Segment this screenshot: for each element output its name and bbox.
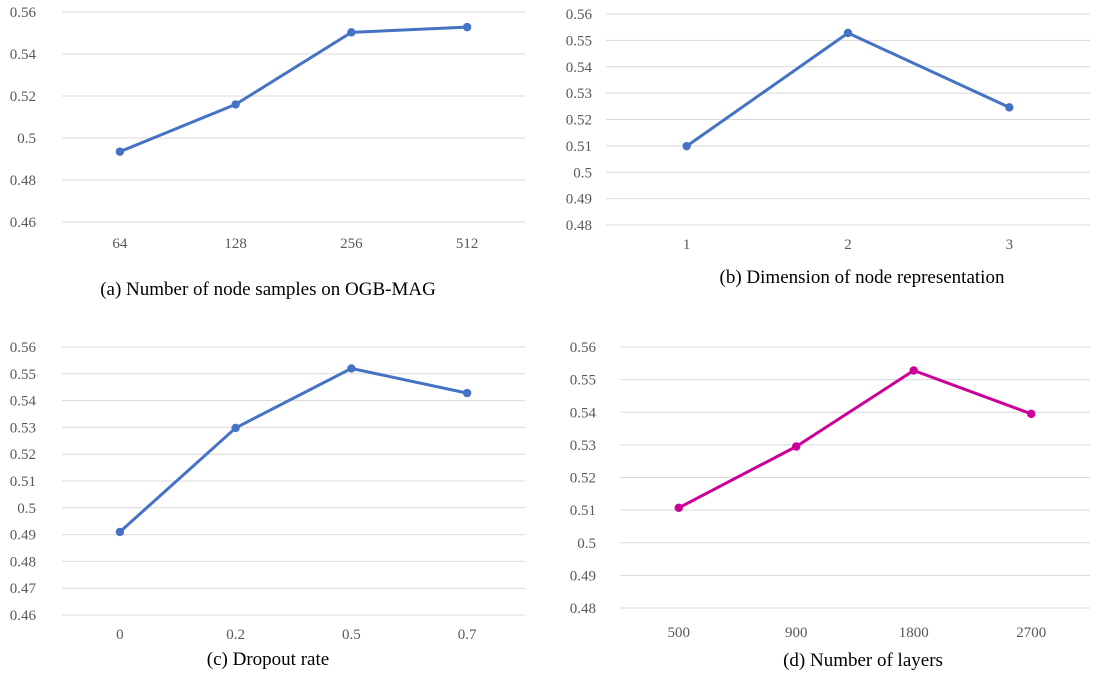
y-tick-label: 0.53 (10, 420, 36, 436)
y-tick-label: 0.53 (570, 438, 596, 454)
chart-caption: (c) Dropout rate (207, 649, 329, 670)
y-tick-label: 0.49 (566, 192, 592, 208)
data-point (674, 503, 683, 513)
chart-caption: (b) Dimension of node representation (720, 267, 1005, 288)
y-tick-label: 0.5 (573, 165, 592, 181)
y-tick-label: 0.51 (570, 503, 596, 519)
y-tick-label: 0.48 (10, 173, 36, 189)
y-tick-label: 0.54 (10, 47, 37, 63)
data-point (682, 141, 691, 151)
chart-a-node-samples: 0.46 0.48 0.5 0.52 0.54 0.56 64 128 256 512 (a) Nu… (10, 5, 525, 300)
data-point (1005, 103, 1014, 112)
chart-c-dropout-rate: 0.46 0.47 0.48 0.49 0.5 0.51 0.52 0.53 0.54 0.55 0… (10, 340, 525, 670)
y-tick-label: 0.56 (566, 7, 593, 23)
y-tick-label: 0.49 (10, 528, 36, 544)
y-tick-label: 0.53 (566, 86, 592, 102)
x-tick-label: 2700 (1016, 625, 1046, 641)
chart-d-number-of-layers: 0.48 0.49 0.5 0.51 0.52 0.53 0.54 0.55 0.56 500 90… (570, 340, 1090, 671)
y-tick-label: 0.51 (10, 474, 36, 490)
data-point (462, 22, 472, 32)
x-tick-label: 900 (785, 625, 808, 641)
data-point (347, 364, 356, 373)
chart-caption: (d) Number of layers (783, 650, 943, 671)
series-line (118, 366, 469, 534)
x-tick-label: 1 (683, 237, 691, 253)
y-tick-label: 0.52 (570, 471, 596, 487)
data-point (231, 423, 240, 433)
y-tick-label: 0.56 (570, 340, 597, 356)
data-point (347, 28, 356, 37)
y-tick-label: 0.49 (570, 568, 596, 584)
y-tick-label: 0.48 (566, 218, 592, 234)
x-tick-label: 0.2 (226, 627, 245, 643)
series-line (685, 31, 1011, 148)
y-tick-label: 0.55 (566, 33, 592, 49)
y-tick-label: 0.5 (17, 501, 36, 517)
data-point (792, 442, 801, 451)
data-point (231, 100, 240, 109)
y-tick-label: 0.52 (566, 113, 592, 129)
series-line (677, 368, 1033, 510)
data-point (462, 388, 472, 398)
y-tick-label: 0.51 (566, 139, 592, 155)
x-tick-label: 128 (224, 236, 247, 252)
y-tick-label: 0.48 (570, 601, 596, 617)
data-point (115, 527, 125, 537)
y-tick-label: 0.52 (10, 447, 36, 463)
x-tick-label: 3 (1006, 237, 1014, 253)
y-tick-label: 0.54 (566, 60, 593, 76)
y-tick-label: 0.54 (570, 405, 597, 421)
y-tick-label: 0.5 (577, 536, 596, 552)
y-tick-label: 0.47 (10, 581, 37, 597)
y-tick-label: 0.5 (17, 131, 36, 147)
y-tick-label: 0.55 (10, 367, 36, 383)
y-tick-label: 0.55 (570, 373, 596, 389)
x-tick-label: 0.5 (342, 627, 361, 643)
y-tick-label: 0.46 (10, 215, 37, 231)
x-tick-label: 512 (456, 236, 479, 252)
x-tick-label: 64 (112, 236, 128, 252)
data-point (843, 28, 853, 38)
series-line (118, 25, 469, 154)
x-tick-label: 0.7 (458, 627, 477, 643)
y-tick-label: 0.48 (10, 554, 36, 570)
y-tick-label: 0.56 (10, 5, 37, 21)
data-point (1027, 409, 1036, 419)
x-tick-label: 256 (340, 236, 363, 252)
x-tick-label: 500 (668, 625, 691, 641)
data-point (909, 366, 918, 375)
y-tick-label: 0.52 (10, 89, 36, 105)
x-tick-label: 0 (116, 627, 124, 643)
x-tick-label: 2 (844, 237, 852, 253)
y-tick-label: 0.56 (10, 340, 37, 356)
y-tick-label: 0.46 (10, 608, 37, 624)
x-tick-label: 1800 (899, 625, 929, 641)
data-point (115, 147, 125, 156)
chart-caption: (a) Number of node samples on OGB-MAG (100, 279, 436, 300)
chart-b-node-dimension: 0.48 0.49 0.5 0.51 0.52 0.53 0.54 0.55 0.56 1 2 3(b… (566, 7, 1090, 288)
y-tick-label: 0.54 (10, 394, 37, 410)
